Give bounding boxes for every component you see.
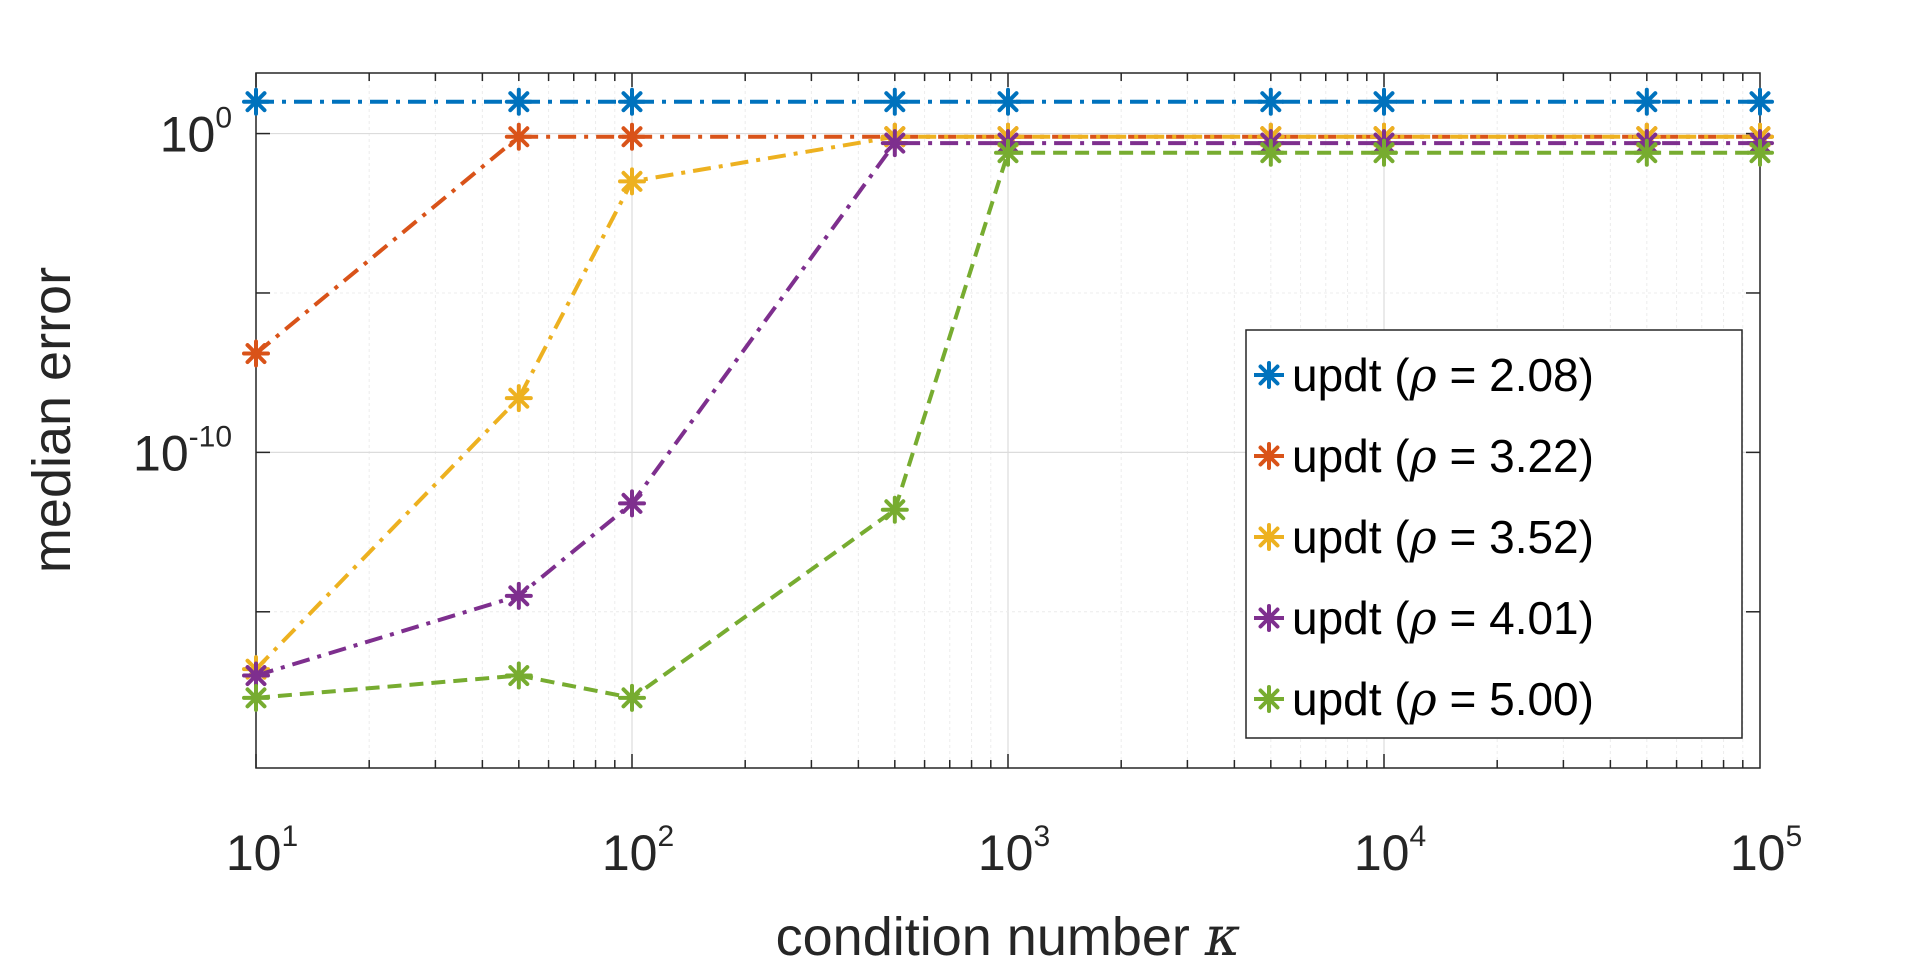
data-point-marker bbox=[1256, 87, 1285, 116]
legend-entry: updt (ρ = 3.52) bbox=[1254, 510, 1594, 564]
data-point-marker bbox=[618, 122, 646, 151]
legend-label: updt (ρ = 4.01) bbox=[1292, 591, 1594, 645]
legend-entry: updt (ρ = 5.00) bbox=[1254, 672, 1594, 726]
data-point-marker bbox=[1632, 138, 1661, 167]
data-point-marker bbox=[1632, 87, 1661, 116]
x-tick-label: 104 bbox=[1354, 820, 1426, 881]
data-point-marker bbox=[242, 683, 270, 712]
x-tick-label: 101 bbox=[226, 820, 298, 881]
series-line bbox=[254, 134, 1760, 356]
legend-label: updt (ρ = 3.22) bbox=[1292, 429, 1594, 483]
tick-layer bbox=[255, 73, 1760, 768]
data-point-marker bbox=[1746, 138, 1774, 167]
data-point-marker bbox=[504, 87, 533, 116]
y-tick-label: 10-10 bbox=[133, 420, 232, 481]
x-tick-label: 105 bbox=[1730, 820, 1802, 881]
legend-box bbox=[1245, 329, 1743, 739]
data-point-marker bbox=[994, 87, 1022, 116]
data-point-marker bbox=[504, 661, 533, 690]
grid-layer bbox=[255, 73, 1761, 768]
legend-entries: updt (ρ = 2.08) updt (ρ = 3.22) updt (ρ = … bbox=[1254, 348, 1594, 726]
series-line bbox=[255, 150, 1760, 700]
data-point-marker bbox=[242, 87, 270, 116]
data-point-marker bbox=[880, 129, 909, 158]
legend-marker bbox=[1255, 523, 1283, 551]
data-point-marker bbox=[242, 339, 270, 368]
data-point-marker bbox=[618, 683, 646, 712]
legend-entry: updt (ρ = 4.01) bbox=[1254, 591, 1594, 645]
x-tick-labels: 101 102 103 104 105 bbox=[226, 820, 1802, 881]
data-point-marker bbox=[618, 87, 646, 116]
data-point-marker bbox=[618, 167, 646, 196]
data-point-marker bbox=[618, 489, 646, 518]
legend-marker bbox=[1255, 685, 1283, 713]
x-tick-label: 103 bbox=[978, 820, 1050, 881]
data-point-marker bbox=[1370, 87, 1398, 116]
data-point-marker bbox=[880, 495, 909, 524]
data-point-marker bbox=[242, 661, 270, 690]
data-point-marker bbox=[504, 581, 533, 610]
data-point-marker bbox=[1256, 138, 1285, 167]
data-point-marker bbox=[994, 138, 1022, 167]
legend-label: updt (ρ = 2.08) bbox=[1292, 348, 1594, 402]
legend-entry: updt (ρ = 2.08) bbox=[1254, 348, 1594, 402]
y-axis-title: median error bbox=[22, 267, 82, 573]
data-point-marker bbox=[504, 384, 533, 413]
legend-marker bbox=[1255, 604, 1283, 632]
legend-marker bbox=[1255, 442, 1283, 470]
series-5 bbox=[242, 138, 1774, 712]
series-1 bbox=[242, 87, 1774, 116]
legend: updt (ρ = 2.08) updt (ρ = 3.22) updt (ρ = … bbox=[1245, 329, 1743, 739]
y-tick-label: 100 bbox=[160, 102, 232, 163]
series-layer bbox=[242, 87, 1774, 712]
y-tick-labels: 100 10-10 bbox=[133, 102, 232, 482]
legend-marker bbox=[1255, 361, 1283, 389]
x-tick-label: 102 bbox=[602, 820, 674, 881]
data-point-marker bbox=[880, 87, 909, 116]
x-axis-title: condition number κ bbox=[776, 905, 1241, 963]
legend-entry: updt (ρ = 3.22) bbox=[1254, 429, 1594, 483]
data-point-marker bbox=[1746, 87, 1774, 116]
data-point-marker bbox=[1370, 138, 1398, 167]
data-point-marker bbox=[504, 122, 533, 151]
legend-label: updt (ρ = 3.52) bbox=[1292, 510, 1594, 564]
legend-label: updt (ρ = 5.00) bbox=[1292, 672, 1594, 726]
